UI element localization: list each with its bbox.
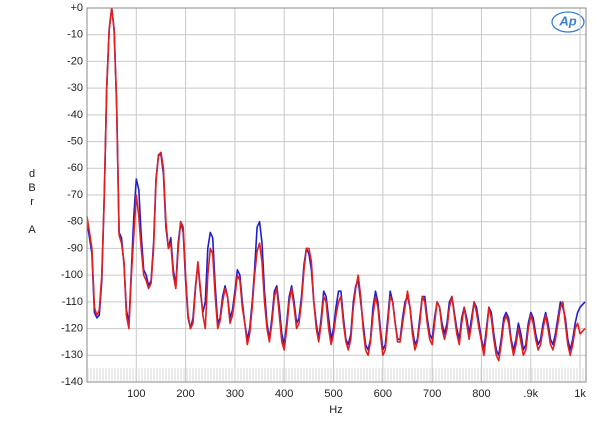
y-tick-label: +0 — [70, 2, 83, 14]
x-tick-label: 100 — [127, 388, 145, 400]
x-tick-label: 1k — [574, 388, 586, 400]
y-tick-label: -50 — [67, 135, 83, 147]
series-line — [87, 8, 586, 357]
y-tick-label: -80 — [67, 216, 83, 228]
y-tick-label: -140 — [61, 376, 83, 388]
y-tick-label: -90 — [67, 242, 83, 254]
series-line — [87, 8, 586, 362]
x-tick-label: 500 — [324, 388, 342, 400]
x-tick-label: 300 — [226, 388, 244, 400]
x-tick-label: 400 — [275, 388, 293, 400]
x-tick-label: 800 — [472, 388, 490, 400]
hatch-band — [88, 368, 585, 381]
x-tick-label: 200 — [176, 388, 194, 400]
logo-text: Ap — [558, 13, 576, 28]
logo-ring — [551, 11, 585, 33]
x-axis-label: Hz — [329, 404, 342, 416]
x-tick-label: 600 — [374, 388, 392, 400]
y-tick-label: -100 — [61, 269, 83, 281]
y-tick-label: -70 — [67, 189, 83, 201]
x-tick-label: 700 — [423, 388, 441, 400]
x-tick-label: .9k — [523, 388, 538, 400]
plot-lines — [87, 8, 586, 362]
y-tick-label: -30 — [67, 82, 83, 94]
y-tick-label: -10 — [67, 29, 83, 41]
y-tick-label: -110 — [62, 296, 83, 308]
y-axis-label: dBr A — [26, 168, 38, 238]
y-tick-label: -60 — [67, 162, 83, 174]
logo: Ap — [551, 11, 585, 33]
plot-frame — [86, 7, 587, 383]
y-tick-label: -120 — [61, 322, 83, 334]
y-tick-label: -20 — [67, 55, 83, 67]
y-tick-label: -40 — [67, 109, 83, 121]
y-tick-label: -130 — [61, 349, 83, 361]
